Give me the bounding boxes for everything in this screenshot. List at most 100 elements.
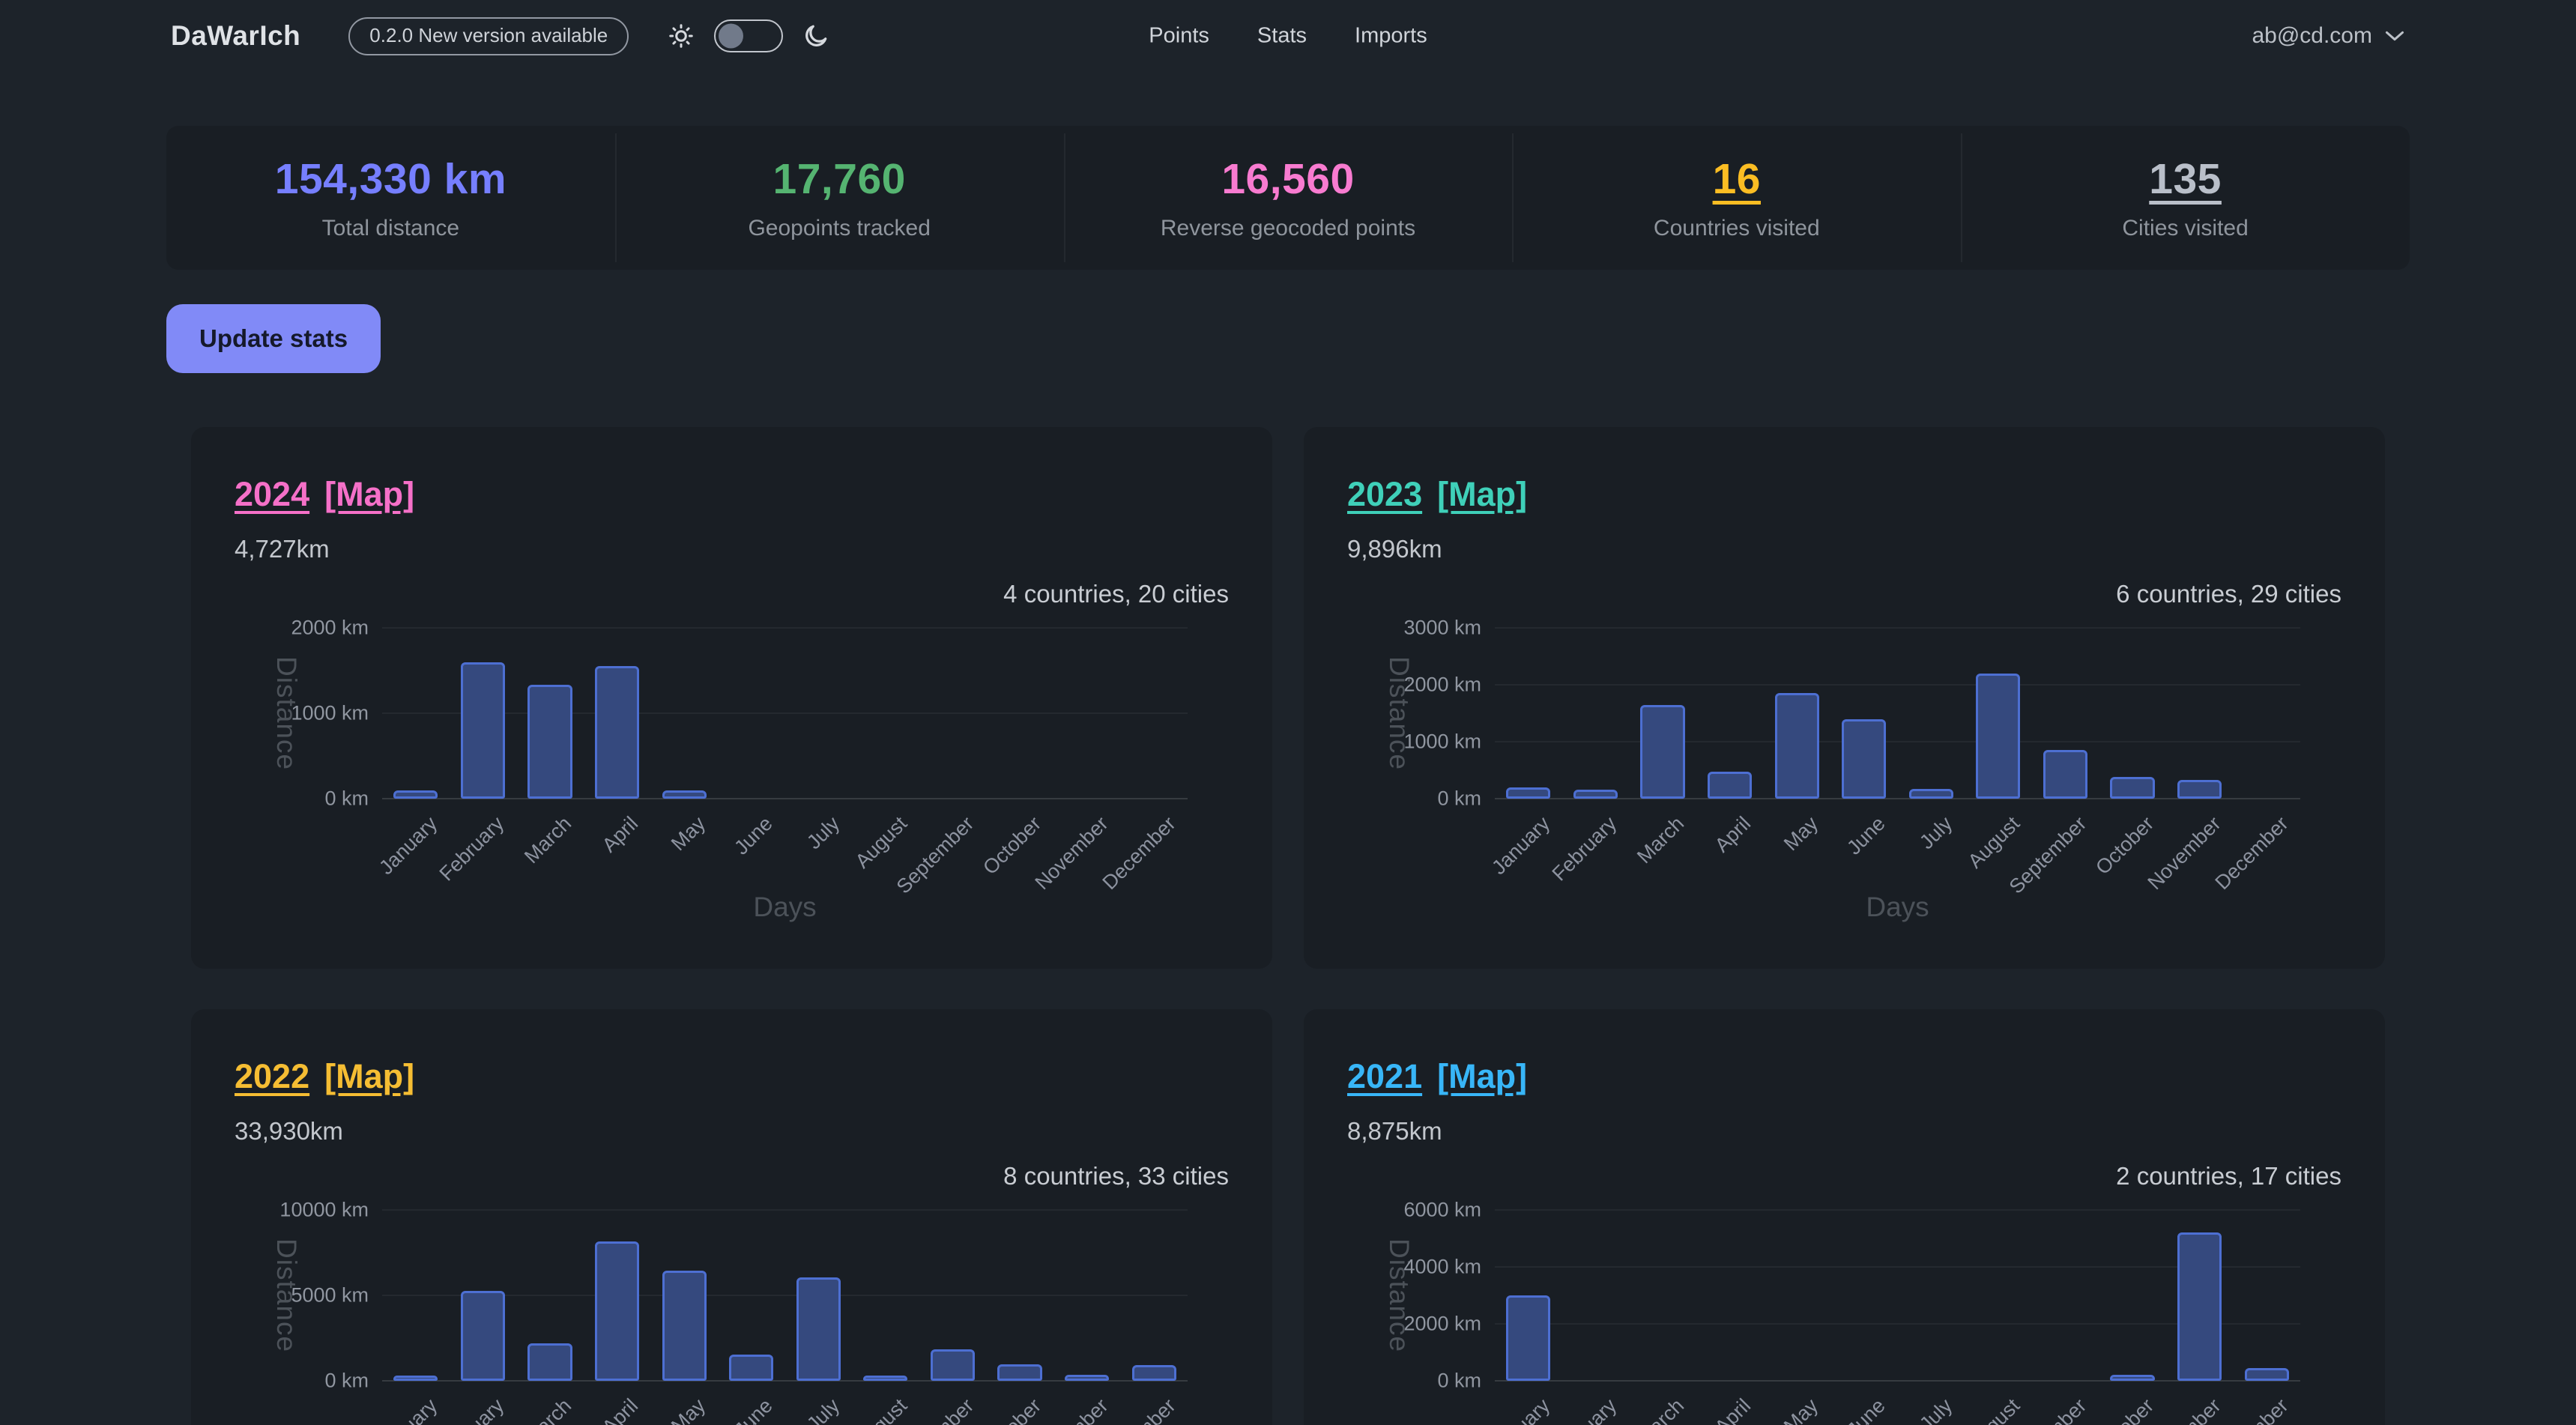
year-card-header: 2023 [Map] [1347,475,2341,514]
y-tick-label: 0 km [1437,787,1481,810]
bar-slot-march [1629,1210,1696,1381]
x-tick-label-november: November [1030,812,1113,895]
bar-january [1506,787,1551,799]
stat-value: 154,330 km [274,155,507,203]
gridline [1495,627,2300,629]
year-link-2023[interactable]: 2023 [1347,475,1423,513]
year-link-2022[interactable]: 2022 [235,1057,310,1095]
map-link-2024[interactable]: [Map] [324,475,415,513]
account-menu[interactable]: ab@cd.com [2252,23,2405,49]
bar-slot-may [650,1210,718,1381]
bar-slot-december [2233,1210,2300,1381]
map-link-2023[interactable]: [Map] [1437,475,1528,513]
bar-october [2110,1375,2155,1381]
bar-slot-june [718,1210,785,1381]
gridline [1495,741,2300,742]
y-tick-label: 10000 km [279,1198,369,1221]
bar-december [1131,1365,1176,1381]
x-tick-label-march: March [519,1394,576,1425]
chart-bars [1495,1210,2300,1381]
year-link-2024[interactable]: 2024 [235,475,310,513]
bar-slot-july [1897,628,1965,799]
version-badge[interactable]: 0.2.0 New version available [348,16,629,55]
bar-slot-december [2233,628,2300,799]
x-tick-label-may: May [666,812,710,856]
x-tick-label-july: July [1915,1394,1957,1425]
bar-august [863,1376,908,1381]
x-tick-label-february: February [1547,812,1621,886]
gridline [382,712,1188,714]
x-tick-label-june: June [730,812,777,859]
bar-july [1908,789,1953,799]
bar-may [1774,693,1819,799]
bar-april [1707,772,1753,799]
gridline [1495,1266,2300,1268]
year-card-header: 2024 [Map] [235,475,1229,514]
x-tick-label-october: October [979,812,1046,880]
year-distance: 8,875km [1347,1117,1442,1145]
map-link-2021[interactable]: [Map] [1437,1057,1528,1095]
y-tick-label: 0 km [324,787,369,810]
bar-slot-september [919,628,987,799]
app-logo[interactable]: DaWarIch [171,20,301,51]
year-card-header: 2022 [Map] [235,1057,1229,1096]
nav-link-stats[interactable]: Stats [1257,23,1307,48]
x-tick-label-january: January [1487,812,1554,880]
x-tick-label-january: January [374,812,441,880]
theme-toggle-knob [719,23,744,49]
map-link-2022[interactable]: [Map] [324,1057,415,1095]
bar-november [2177,779,2222,799]
theme-toggle[interactable] [714,19,784,52]
stat-label: Reverse geocoded points [1160,216,1416,240]
gridline [382,1380,1188,1382]
bar-slot-november [2166,628,2234,799]
bar-slot-april [1696,628,1764,799]
x-tick-label-april: April [1711,1394,1756,1425]
stat-reverse-geocoded-points: 16,560 Reverse geocoded points [1063,126,1513,270]
update-stats-button[interactable]: Update stats [166,304,381,373]
x-axis-title: Days [753,892,817,922]
stat-label: Cities visited [2122,216,2249,240]
chart-plot: Distance 0 km 1000 km 2000 km [271,617,1188,810]
year-link-2021[interactable]: 2021 [1347,1057,1423,1095]
distance-chart-2024: Distance 0 km 1000 km 2000 km January Februar… [235,617,1229,923]
bar-slot-december [1120,628,1188,799]
bar-august [1976,673,2021,799]
bar-september [930,1349,975,1381]
gridline [1495,798,2300,799]
x-tick-label-july: July [1915,812,1957,854]
sun-icon [668,22,695,49]
year-card-header: 2021 [Map] [1347,1057,2341,1096]
bar-slot-august [1965,628,2032,799]
bar-slot-february [450,1210,517,1381]
stat-value: 135 [2149,155,2222,203]
nav-link-imports[interactable]: Imports [1355,23,1427,48]
x-tick-label-march: March [1632,1394,1689,1425]
y-tick-label: 2000 km [291,616,369,639]
bar-slot-january [1495,1210,1562,1381]
x-tick-label-january: January [375,1394,442,1425]
y-tick-label: 0 km [324,1369,369,1392]
bar-slot-january [382,628,450,799]
y-tick-label: 4000 km [1403,1255,1481,1278]
gridline [382,1209,1188,1211]
bar-slot-may [650,628,718,799]
y-tick-label: 1000 km [1403,730,1481,753]
bar-slot-november [1053,1210,1121,1381]
stats-row: 154,330 km Total distance 17,760 Geopoints … [166,126,2410,270]
account-email: ab@cd.com [2252,23,2372,48]
bar-february [1573,789,1618,799]
bar-october [997,1364,1042,1381]
year-distance: 33,930km [235,1117,343,1145]
bar-slot-july [784,628,852,799]
nav-link-points[interactable]: Points [1149,23,1209,48]
bar-slot-november [2166,1210,2234,1381]
x-tick-label-march: March [1632,812,1689,868]
x-tick-label-august: August [1963,1394,2024,1425]
bar-slot-october [2099,1210,2166,1381]
bar-slot-october [986,1210,1053,1381]
bar-slot-january [1495,628,1562,799]
distance-chart-2023: Distance 0 km 1000 km 2000 km 3000 km January… [1347,617,2341,923]
bar-slot-march [1629,628,1696,799]
